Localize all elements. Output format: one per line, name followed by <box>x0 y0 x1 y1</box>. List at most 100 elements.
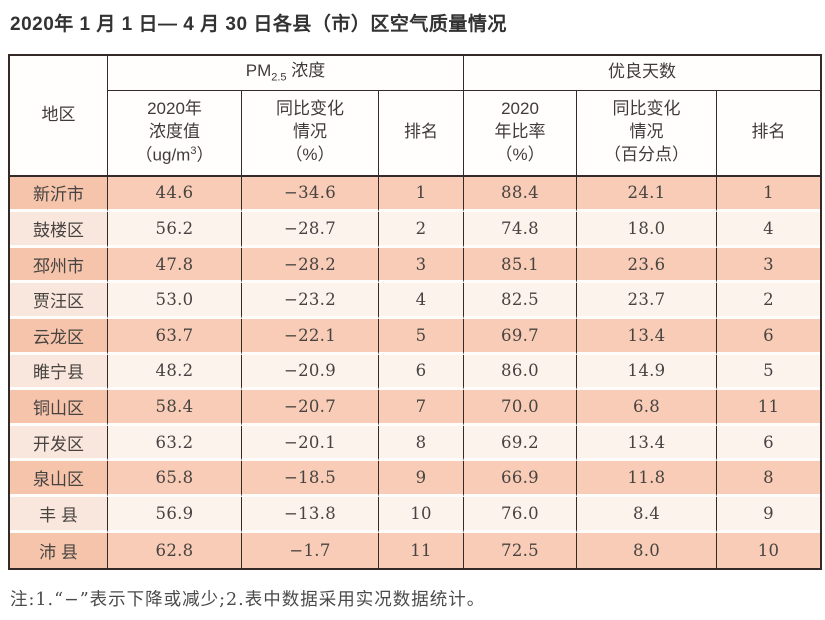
gd-rank-cell: 5 <box>717 354 821 391</box>
gd-change-cell: 23.7 <box>577 283 718 319</box>
region-cell: 开发区 <box>10 425 108 462</box>
pm-change-cell: −23.2 <box>242 283 379 319</box>
pm-change-cell: −13.8 <box>242 496 379 533</box>
gd-change-cell: 8.0 <box>577 532 718 568</box>
table-row: 新沂市 44.6 −34.6 1 88.4 24.1 1 <box>10 176 821 213</box>
pm-rank-cell: 8 <box>379 425 465 462</box>
gd-rank-cell: 4 <box>717 212 821 248</box>
pm-change-cell: −34.6 <box>242 176 379 213</box>
gd-rank-cell: 9 <box>717 496 821 533</box>
pm-rank-cell: 4 <box>379 283 465 319</box>
pm-value-cell: 53.0 <box>108 283 242 319</box>
col-group-pm25: PM2.5 浓度 <box>108 55 465 91</box>
pm-value-cell: 63.2 <box>108 425 242 462</box>
table-row: 泉山区 65.8 −18.5 9 66.9 11.8 8 <box>10 461 821 497</box>
table-row: 云龙区 63.7 −22.1 5 69.7 13.4 6 <box>10 318 821 355</box>
gd-ratio-cell: 72.5 <box>464 532 578 568</box>
gd-ratio-cell: 88.4 <box>464 176 578 213</box>
gd-rank-cell: 2 <box>717 283 821 319</box>
footnote: 注:1.“−”表示下降或减少;2.表中数据采用实况数据统计。 <box>10 589 486 610</box>
pm-rank-cell: 11 <box>379 532 465 568</box>
region-cell: 邳州市 <box>10 247 108 284</box>
pm-rank-cell: 9 <box>379 461 465 497</box>
pm-rank-cell: 1 <box>379 176 465 213</box>
col-header-pm-change: 同比变化 情况 （%） <box>242 90 379 177</box>
region-cell: 沛 县 <box>10 532 108 568</box>
table-row: 鼓楼区 56.2 −28.7 2 74.8 18.0 4 <box>10 212 821 248</box>
gd-change-cell: 14.9 <box>577 354 718 391</box>
pm-rank-cell: 10 <box>379 496 465 533</box>
gd-ratio-cell: 82.5 <box>464 283 578 319</box>
cubic-meter-superscript: 3 <box>190 144 197 157</box>
col-header-region: 地区 <box>10 55 108 177</box>
pm25-label-rest: 浓度 <box>286 60 326 80</box>
pm-change-cell: −18.5 <box>242 461 379 497</box>
gd-change-cell: 13.4 <box>577 318 718 355</box>
pm-rank-cell: 7 <box>379 390 465 426</box>
pm-change-cell: −28.7 <box>242 212 379 248</box>
gd-ratio-cell: 69.2 <box>464 425 578 462</box>
gd-change-cell: 18.0 <box>577 212 718 248</box>
region-cell: 贾汪区 <box>10 283 108 319</box>
table-row: 贾汪区 53.0 −23.2 4 82.5 23.7 2 <box>10 283 821 319</box>
col-header-gd-rank: 排名 <box>717 90 821 177</box>
table-body: 新沂市 44.6 −34.6 1 88.4 24.1 1 鼓楼区 56.2 −2… <box>10 176 821 568</box>
table-row: 铜山区 58.4 −20.7 7 70.0 6.8 11 <box>10 390 821 426</box>
pm-value-cell: 58.4 <box>108 390 242 426</box>
region-cell: 鼓楼区 <box>10 212 108 248</box>
gd-ratio-cell: 86.0 <box>464 354 578 391</box>
gd-change-cell: 13.4 <box>577 425 718 462</box>
pm-change-cell: −20.7 <box>242 390 379 426</box>
group-header-row: 地区 PM2.5 浓度 优良天数 <box>10 55 821 177</box>
pm-rank-cell: 6 <box>379 354 465 391</box>
gd-ratio-cell: 70.0 <box>464 390 578 426</box>
gd-ratio-cell: 76.0 <box>464 496 578 533</box>
table-row: 沛 县 62.8 −1.7 11 72.5 8.0 10 <box>10 532 821 568</box>
gd-ratio-cell: 85.1 <box>464 247 578 284</box>
pm-change-cell: −28.2 <box>242 247 379 284</box>
region-cell: 丰 县 <box>10 496 108 533</box>
pm-change-cell: −1.7 <box>242 532 379 568</box>
pm-value-cell: 63.7 <box>108 318 242 355</box>
table-row: 睢宁县 48.2 −20.9 6 86.0 14.9 5 <box>10 354 821 391</box>
region-cell: 新沂市 <box>10 176 108 213</box>
sub-header-row: 2020年 浓度值 （ug/m3） 同比变化 情况 （%） 排名 2020 年比… <box>10 90 821 177</box>
pm-value-cell: 44.6 <box>108 176 242 213</box>
col-header-gd-ratio: 2020 年比率 （%） <box>464 90 578 177</box>
gd-ratio-cell: 74.8 <box>464 212 578 248</box>
gd-rank-cell: 11 <box>717 390 821 426</box>
air-quality-table: 地区 PM2.5 浓度 优良天数 2020年 浓度值 （ug/m3） 同比变化 … <box>8 53 823 570</box>
pm-value-cell: 62.8 <box>108 532 242 568</box>
pm-rank-cell: 3 <box>379 247 465 284</box>
table-row: 开发区 63.2 −20.1 8 69.2 13.4 6 <box>10 425 821 462</box>
pm-change-cell: −20.9 <box>242 354 379 391</box>
gd-change-cell: 24.1 <box>577 176 718 213</box>
region-cell: 云龙区 <box>10 318 108 355</box>
region-cell: 泉山区 <box>10 461 108 497</box>
col-group-good-days: 优良天数 <box>464 55 821 91</box>
gd-change-cell: 6.8 <box>577 390 718 426</box>
gd-rank-cell: 10 <box>717 532 821 568</box>
gd-change-cell: 8.4 <box>577 496 718 533</box>
table-header: 地区 PM2.5 浓度 优良天数 2020年 浓度值 （ug/m3） 同比变化 … <box>10 55 821 177</box>
table-row: 丰 县 56.9 −13.8 10 76.0 8.4 9 <box>10 496 821 533</box>
pm-change-cell: −20.1 <box>242 425 379 462</box>
pm-change-cell: −22.1 <box>242 318 379 355</box>
page-title: 2020年 1 月 1 日— 4 月 30 日各县（市）区空气质量情况 <box>10 14 507 35</box>
gd-change-cell: 23.6 <box>577 247 718 284</box>
region-cell: 睢宁县 <box>10 354 108 391</box>
gd-rank-cell: 8 <box>717 461 821 497</box>
gd-ratio-cell: 69.7 <box>464 318 578 355</box>
gd-ratio-cell: 66.9 <box>464 461 578 497</box>
gd-rank-cell: 1 <box>717 176 821 213</box>
gd-change-cell: 11.8 <box>577 461 718 497</box>
gd-rank-cell: 6 <box>717 425 821 462</box>
col-header-pm-rank: 排名 <box>379 90 465 177</box>
gd-rank-cell: 6 <box>717 318 821 355</box>
table-row: 邳州市 47.8 −28.2 3 85.1 23.6 3 <box>10 247 821 284</box>
pm-value-cell: 47.8 <box>108 247 242 284</box>
pm-value-cell: 56.9 <box>108 496 242 533</box>
pm-rank-cell: 5 <box>379 318 465 355</box>
region-cell: 铜山区 <box>10 390 108 426</box>
